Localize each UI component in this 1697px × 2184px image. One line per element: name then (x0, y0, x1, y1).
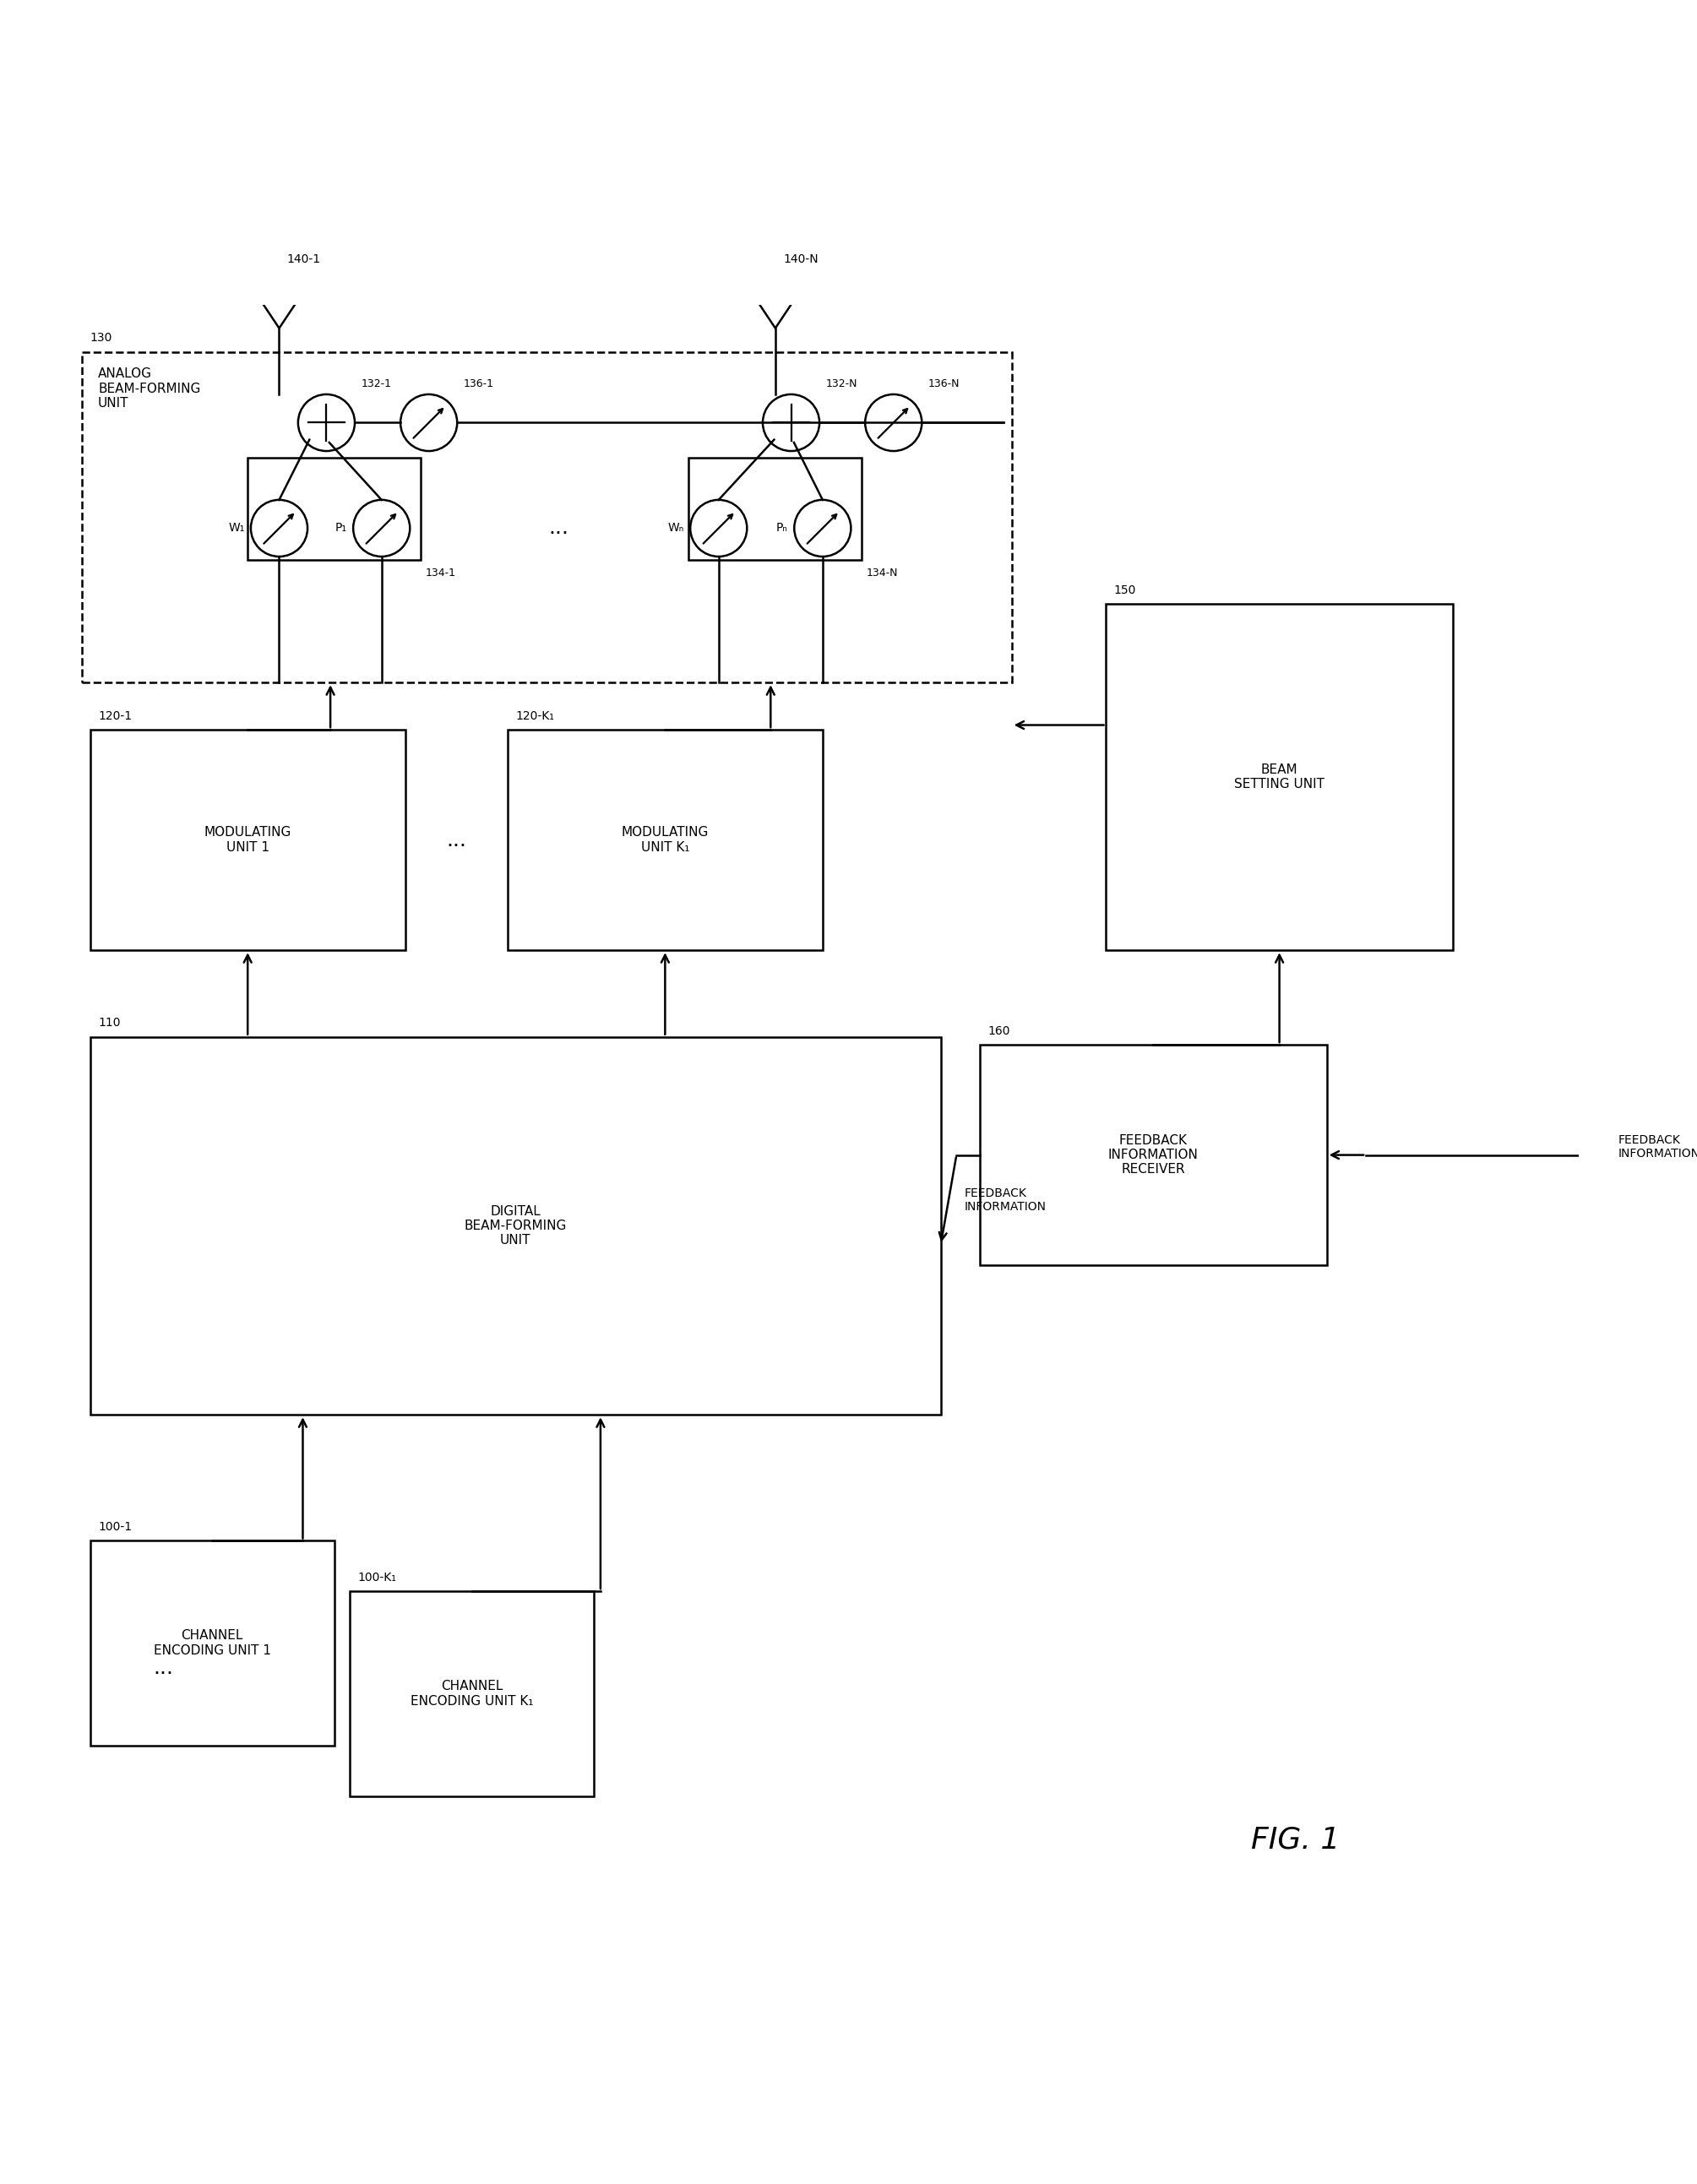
Text: 150: 150 (1113, 583, 1137, 596)
Text: Pₙ: Pₙ (776, 522, 787, 535)
Bar (1106, 603, 1453, 950)
Bar (350, 1592, 594, 1795)
Text: W₁: W₁ (227, 522, 244, 535)
Text: Wₙ: Wₙ (667, 522, 684, 535)
Text: FEEDBACK
INFORMATION
RECEIVER: FEEDBACK INFORMATION RECEIVER (1108, 1133, 1198, 1175)
Bar (90, 1037, 940, 1415)
Text: 100-1: 100-1 (98, 1520, 132, 1533)
Text: P₁: P₁ (334, 522, 346, 535)
Text: 132-N: 132-N (826, 378, 857, 389)
Text: 110: 110 (98, 1018, 120, 1029)
Text: 136-N: 136-N (928, 378, 961, 389)
Bar (689, 456, 862, 559)
Text: CHANNEL
ENCODING UNIT K₁: CHANNEL ENCODING UNIT K₁ (411, 1679, 533, 1708)
Text: 136-1: 136-1 (463, 378, 494, 389)
Text: ...: ... (153, 1658, 173, 1679)
Text: ANALOG
BEAM-FORMING
UNIT: ANALOG BEAM-FORMING UNIT (98, 367, 200, 411)
Text: 140-N: 140-N (784, 253, 818, 264)
Bar (90, 1542, 334, 1745)
Bar (507, 729, 823, 950)
Text: CHANNEL
ENCODING UNIT 1: CHANNEL ENCODING UNIT 1 (153, 1629, 272, 1658)
Text: 100-K₁: 100-K₁ (358, 1572, 397, 1583)
Text: MODULATING
UNIT 1: MODULATING UNIT 1 (204, 826, 292, 854)
Bar (248, 456, 421, 559)
Text: 134-1: 134-1 (426, 568, 456, 579)
Text: ...: ... (446, 830, 467, 850)
Text: FIG. 1: FIG. 1 (1251, 1826, 1339, 1854)
Bar (90, 729, 406, 950)
Text: DIGITAL
BEAM-FORMING
UNIT: DIGITAL BEAM-FORMING UNIT (465, 1206, 567, 1247)
Bar (981, 1044, 1327, 1265)
Text: MODULATING
UNIT K₁: MODULATING UNIT K₁ (621, 826, 709, 854)
Text: BEAM
SETTING UNIT: BEAM SETTING UNIT (1234, 764, 1325, 791)
Text: ...: ... (548, 518, 568, 537)
Text: FEEDBACK
INFORMATION: FEEDBACK INFORMATION (1617, 1133, 1697, 1160)
Text: 120-1: 120-1 (98, 710, 132, 723)
Bar (81, 352, 1011, 684)
Text: 160: 160 (988, 1024, 1010, 1037)
Text: 140-1: 140-1 (287, 253, 321, 264)
Text: 120-K₁: 120-K₁ (516, 710, 555, 723)
Text: 130: 130 (90, 332, 112, 343)
Text: 132-1: 132-1 (361, 378, 392, 389)
Text: FEEDBACK
INFORMATION: FEEDBACK INFORMATION (964, 1188, 1047, 1212)
Text: 134-N: 134-N (867, 568, 898, 579)
